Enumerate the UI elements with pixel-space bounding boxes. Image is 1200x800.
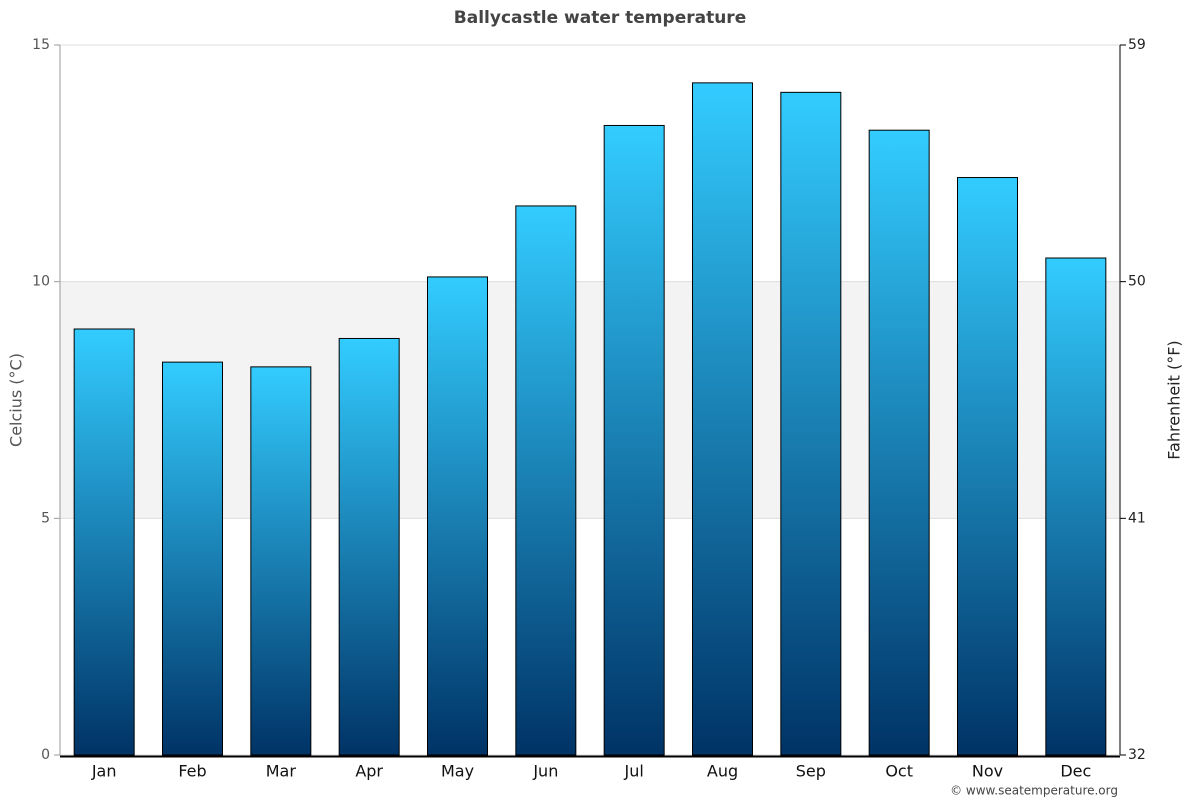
- x-tick-label: Aug: [707, 762, 738, 781]
- x-tick-label: Jul: [624, 762, 644, 781]
- bar: [338, 337, 400, 756]
- y-tick-label: 15: [32, 37, 50, 53]
- y-axis-label: Celcius (°C): [7, 353, 26, 447]
- bar: [73, 328, 135, 756]
- credit: © www.seatemperature.org: [950, 784, 1118, 798]
- bar: [957, 177, 1018, 756]
- y2-tick-label: 59: [1128, 37, 1146, 53]
- grid-band: [60, 281, 1120, 519]
- y-tick-label: 10: [32, 274, 50, 290]
- bar: [1045, 257, 1107, 756]
- bar: [427, 276, 488, 756]
- x-tick-label: May: [441, 762, 474, 781]
- x-tick-label: Oct: [885, 762, 913, 781]
- x-tick-label: Nov: [972, 762, 1003, 781]
- bar: [692, 82, 753, 756]
- x-tick-label: Jan: [91, 762, 117, 781]
- y-tick-label: 0: [41, 747, 50, 763]
- bar: [603, 124, 665, 756]
- bar: [780, 91, 842, 756]
- x-tick-label: Mar: [266, 762, 297, 781]
- y2-tick-label: 32: [1128, 747, 1146, 763]
- y2-tick-label: 41: [1128, 510, 1146, 526]
- x-tick-label: Apr: [355, 762, 383, 781]
- bar: [515, 205, 577, 756]
- y-tick-label: 5: [41, 510, 50, 526]
- y2-tick-label: 50: [1128, 274, 1146, 290]
- y2-axis-label: Fahrenheit (°F): [1165, 340, 1184, 459]
- x-tick-label: Sep: [796, 762, 826, 781]
- bar: [162, 361, 223, 756]
- chart-title: Ballycastle water temperature: [454, 8, 746, 28]
- x-tick-label: Dec: [1060, 762, 1091, 781]
- bar: [868, 129, 930, 756]
- x-tick-label: Jun: [532, 762, 558, 781]
- x-tick-label: Feb: [178, 762, 206, 781]
- bar: [250, 366, 312, 756]
